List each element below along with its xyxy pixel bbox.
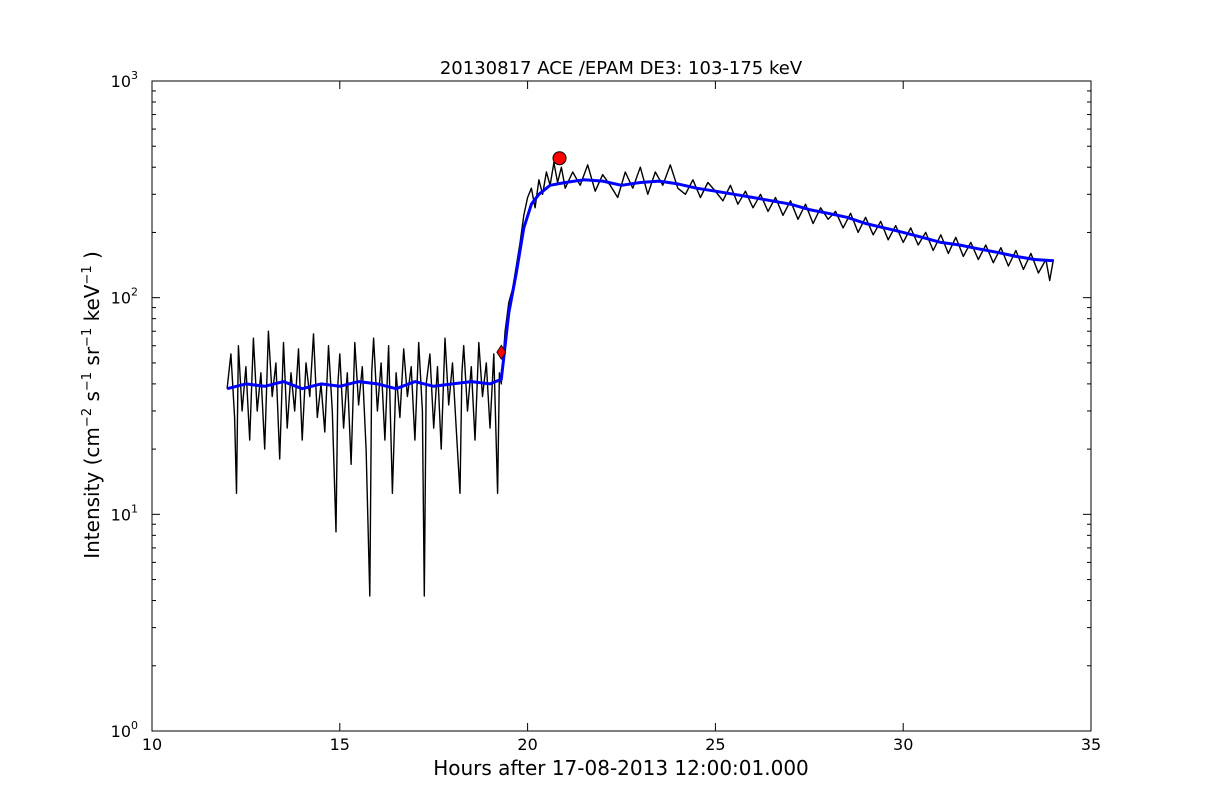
x-tick-label: 15 bbox=[330, 735, 350, 754]
plot-frame bbox=[151, 80, 1092, 732]
marker-layer bbox=[496, 151, 567, 360]
y-axis-title-sup: −1 bbox=[80, 372, 95, 391]
y-tick-label: 101 bbox=[111, 502, 138, 524]
x-tick-label: 30 bbox=[893, 735, 913, 754]
x-tick-label: 35 bbox=[1081, 735, 1101, 754]
y-tick-base: 10 bbox=[111, 722, 131, 741]
y-axis-title-part: sr bbox=[80, 346, 104, 372]
x-tick-label: 25 bbox=[705, 735, 725, 754]
series-layer bbox=[226, 161, 1055, 597]
y-tick-base: 10 bbox=[111, 289, 131, 308]
series-line-smoothed bbox=[226, 178, 1054, 391]
y-axis-title-sup: −1 bbox=[80, 328, 95, 347]
y-tick-label: 100 bbox=[111, 719, 138, 741]
y-tick-exponent: 1 bbox=[131, 502, 138, 515]
y-tick-exponent: 2 bbox=[131, 286, 138, 299]
chart-title: 20130817 ACE /EPAM DE3: 103-175 keV bbox=[440, 58, 803, 79]
y-axis-title-prefix: Intensity (cm bbox=[80, 427, 104, 559]
y-axis-title-sup: −1 bbox=[80, 265, 95, 284]
y-tick-exponent: 3 bbox=[131, 69, 138, 82]
peak-marker bbox=[552, 151, 567, 166]
y-axis-title-sup: −2 bbox=[80, 408, 95, 427]
y-tick-label: 102 bbox=[111, 286, 138, 308]
y-axis-title: Intensity (cm−2 s−1 sr−1 keV−1 ) bbox=[80, 251, 104, 559]
x-tick-label: 10 bbox=[142, 735, 162, 754]
y-tick-base: 10 bbox=[111, 505, 131, 524]
y-axis-title-part: s bbox=[80, 391, 104, 408]
onset-marker bbox=[496, 344, 507, 360]
y-tick-label: 103 bbox=[111, 69, 138, 91]
y-tick-base: 10 bbox=[111, 72, 131, 91]
x-axis-title: Hours after 17-08-2013 12:00:01.000 bbox=[433, 756, 809, 780]
y-axis-title-suffix: ) bbox=[80, 251, 104, 265]
series-line-raw bbox=[226, 161, 1055, 597]
x-tick-label: 20 bbox=[517, 735, 537, 754]
y-axis-title-part: keV bbox=[80, 284, 104, 328]
y-tick-exponent: 0 bbox=[131, 719, 138, 732]
